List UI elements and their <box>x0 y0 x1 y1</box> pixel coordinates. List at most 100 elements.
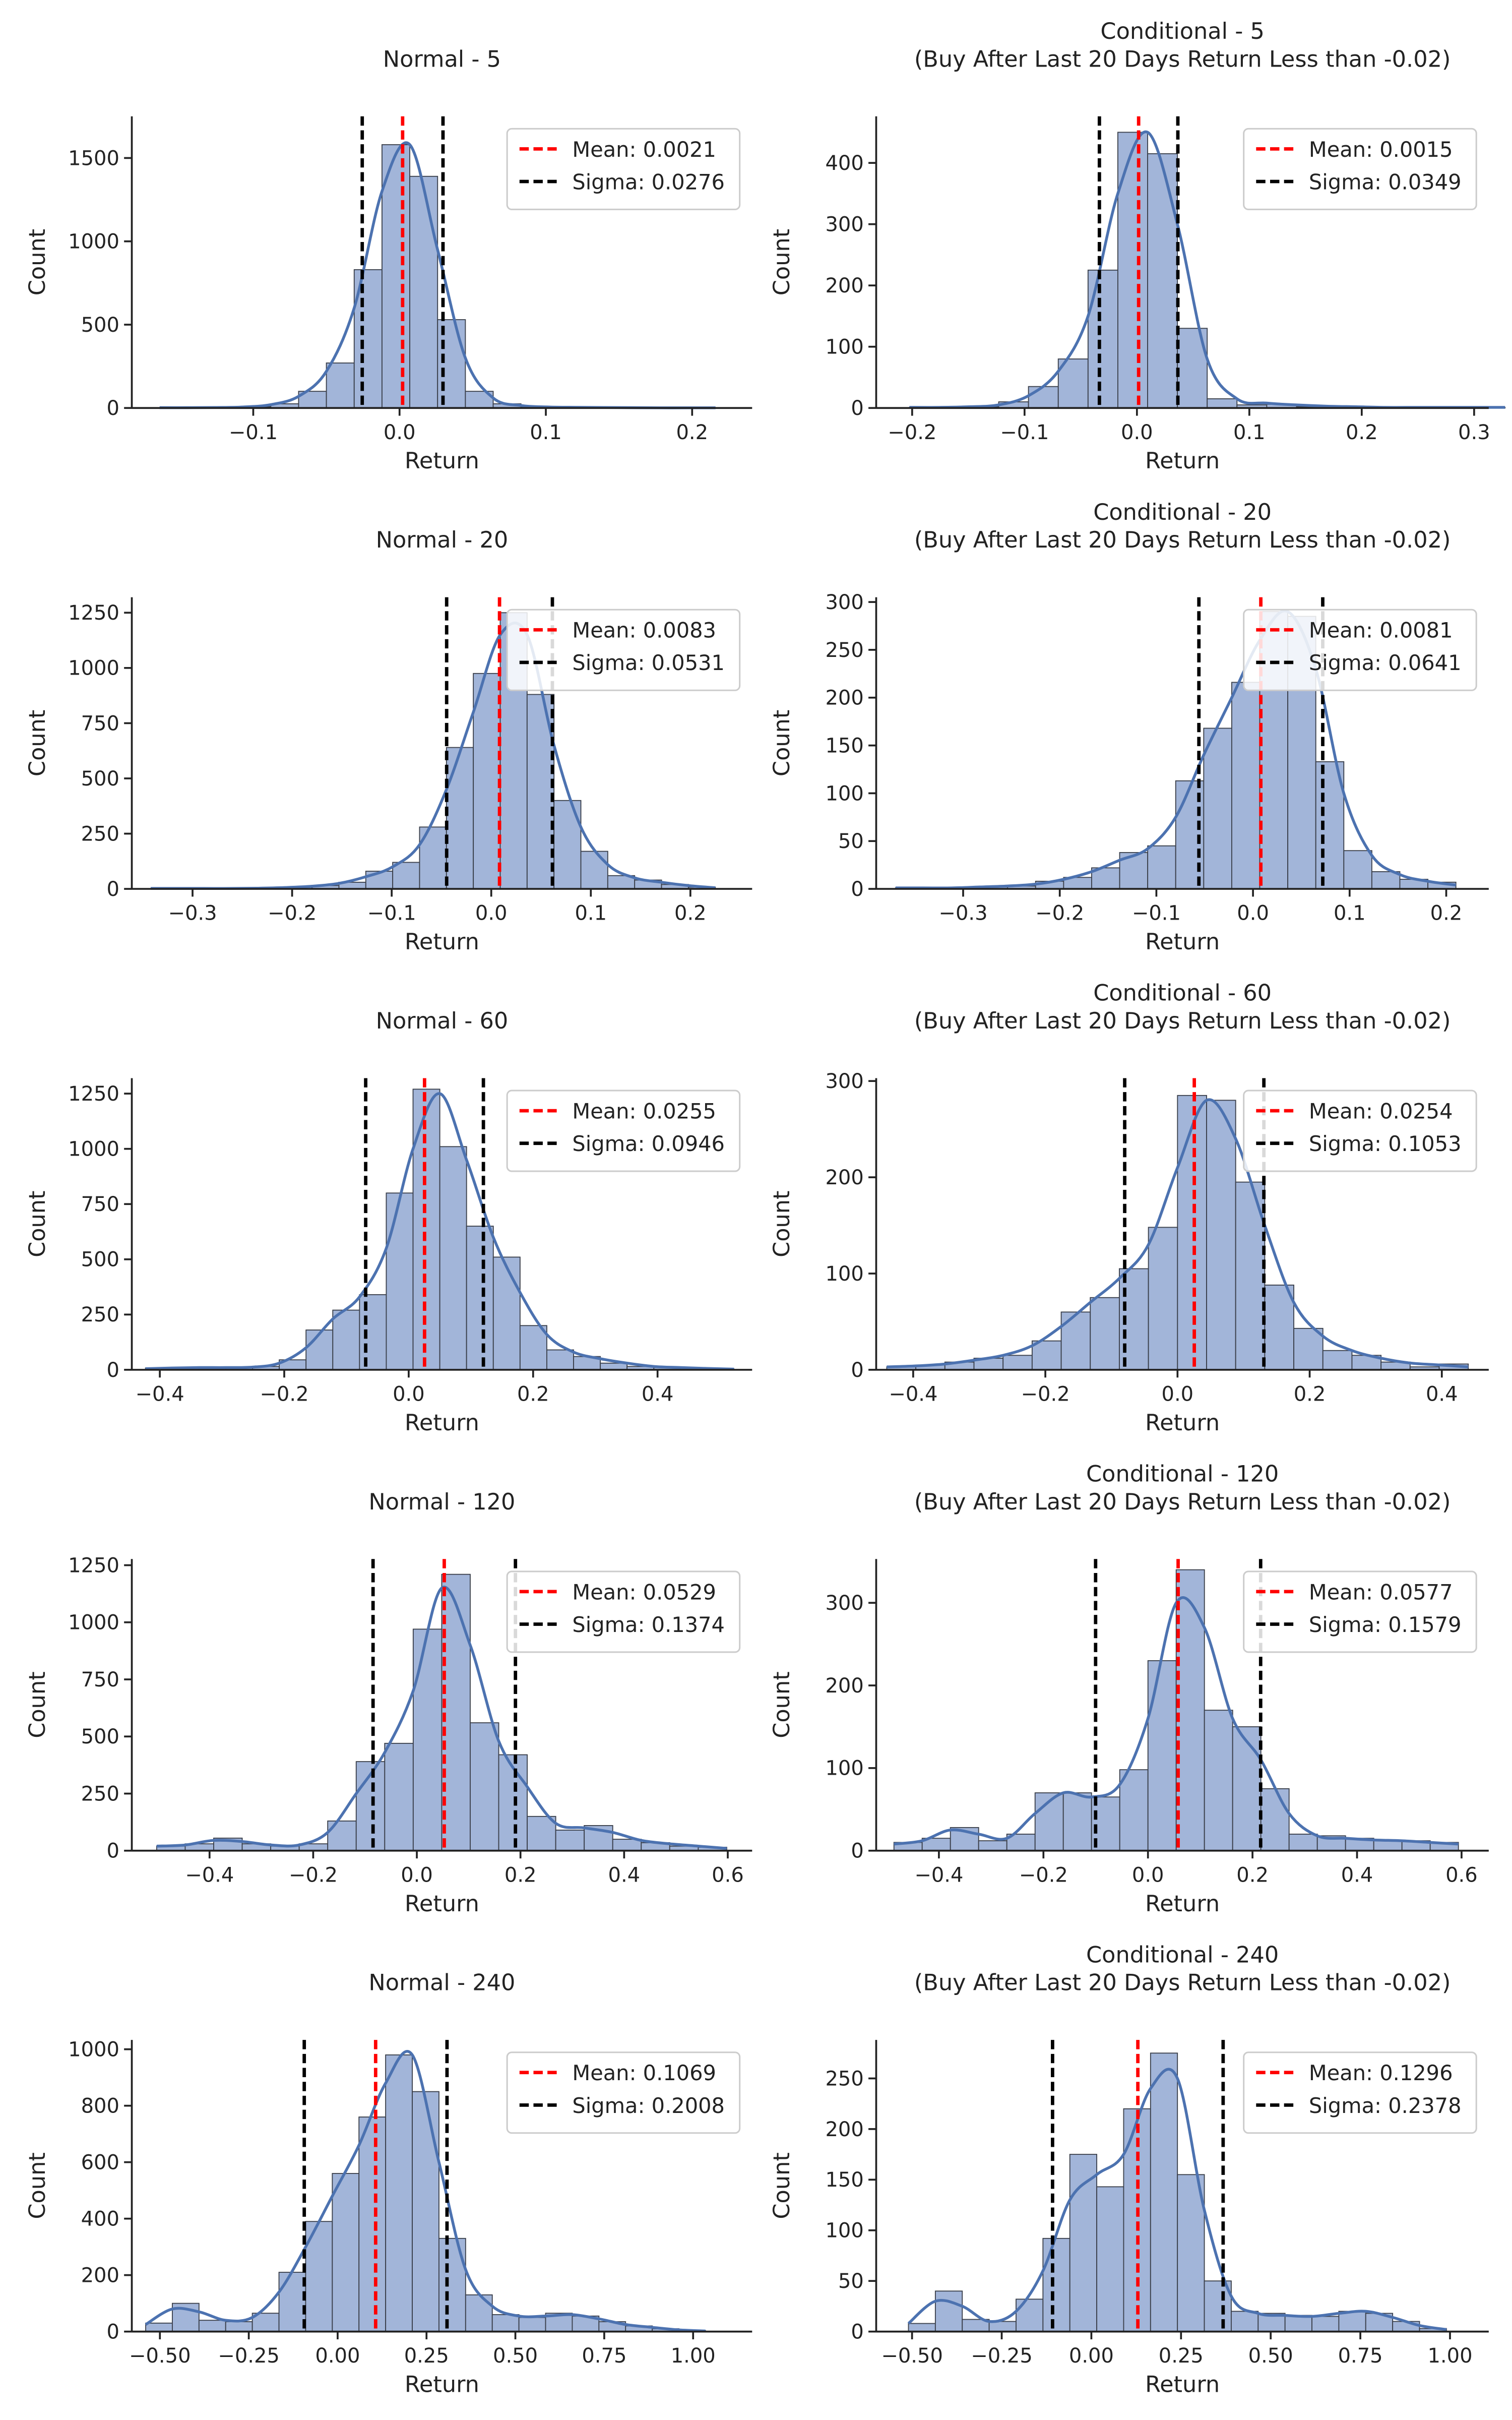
x-tick-label: 0.0 <box>401 1863 433 1887</box>
bar <box>978 1840 1007 1851</box>
y-tick-label: 0 <box>106 1840 119 1863</box>
bar <box>225 2321 253 2332</box>
bar <box>439 1146 467 1370</box>
x-tick-label: 0.0 <box>1121 421 1153 444</box>
x-tick-label: 0.0 <box>393 1382 425 1406</box>
chart-title: Normal - 5 <box>383 46 501 72</box>
bar <box>546 1349 574 1370</box>
panel: Normal - 240 0 200 400 600 800 1000 −0.50 −0.25 0… <box>24 1970 752 2398</box>
y-tick-label: 0 <box>851 878 863 901</box>
x-tick-label: 0.3 <box>1458 421 1490 444</box>
x-tick-label: 0.00 <box>1069 2344 1114 2368</box>
legend: Mean: 0.0529 Sigma: 0.1374 <box>506 1570 741 1653</box>
bar <box>305 1329 334 1370</box>
bar <box>1177 2174 1205 2332</box>
chart-title: Conditional - 240 <box>1086 1942 1279 1968</box>
bar <box>1060 1311 1091 1370</box>
y-tick-label: 1250 <box>68 1082 119 1106</box>
bar <box>1150 2052 1178 2332</box>
chart-title: Conditional - 120 <box>1086 1461 1279 1487</box>
chart-title: Normal - 240 <box>368 1970 515 1996</box>
y-tick-label: 250 <box>825 2067 863 2090</box>
x-tick-label: 0.1 <box>530 421 562 444</box>
x-tick-label: −0.2 <box>260 1382 308 1406</box>
panel: Conditional - 240(Buy After Last 20 Days… <box>769 1942 1489 2398</box>
bar <box>1338 2311 1366 2332</box>
x-tick-label: 1.00 <box>1427 2344 1472 2368</box>
x-tick-label: 0.0 <box>475 902 508 925</box>
chart-subtitle: (Buy After Last 20 Days Return Less than… <box>914 46 1451 72</box>
y-tick-label: 1000 <box>68 230 119 254</box>
x-tick-label: 0.2 <box>1346 421 1378 444</box>
kde-line <box>156 1586 727 1850</box>
bar <box>1343 850 1372 889</box>
bar <box>1293 1327 1324 1370</box>
legend-label: Sigma: 0.0531 <box>572 650 725 675</box>
bar <box>1002 1355 1033 1370</box>
bar <box>473 673 501 889</box>
x-tick-label: −0.25 <box>218 2344 280 2368</box>
bar <box>600 1362 628 1370</box>
x-tick-label: 0.50 <box>1248 2344 1293 2368</box>
bar <box>1231 2311 1259 2332</box>
legend-label: Sigma: 0.2008 <box>572 2093 725 2118</box>
bar <box>1147 153 1178 409</box>
bar <box>466 1226 494 1370</box>
x-tick-label: −0.2 <box>1035 902 1084 925</box>
y-axis-label: Count <box>24 710 50 776</box>
x-tick-label: 0.4 <box>1341 1863 1373 1887</box>
y-tick-label: 750 <box>81 712 119 735</box>
kde-line <box>907 2068 1447 2331</box>
legend-label: Mean: 0.1069 <box>572 2061 716 2085</box>
x-tick-label: −0.3 <box>938 902 987 925</box>
x-axis-label: Return <box>1145 1891 1220 1917</box>
y-axis-label: Count <box>24 1190 50 1257</box>
x-tick-label: 0.4 <box>642 1382 674 1406</box>
chart-title: Normal - 60 <box>376 1008 509 1034</box>
bar <box>392 862 420 890</box>
y-tick-label: 1000 <box>68 657 119 680</box>
x-tick-label: −0.4 <box>136 1382 184 1406</box>
x-tick-label: 0.25 <box>1159 2344 1204 2368</box>
y-tick-label: 0 <box>106 878 119 901</box>
y-tick-label: 750 <box>81 1668 119 1691</box>
chart-title: Conditional - 5 <box>1100 18 1264 44</box>
bar <box>470 1722 499 1851</box>
legend-box <box>506 2051 741 2134</box>
bar <box>612 1839 642 1851</box>
x-tick-label: −0.1 <box>1132 902 1181 925</box>
y-tick-label: 1000 <box>68 1611 119 1635</box>
y-axis-label: Count <box>769 710 795 776</box>
legend-box <box>1243 1090 1477 1172</box>
panel: Conditional - 60(Buy After Last 20 Days … <box>769 980 1489 1436</box>
y-tick-label: 1250 <box>68 1554 119 1577</box>
x-tick-label: −0.50 <box>129 2344 191 2368</box>
y-tick-label: 250 <box>81 1303 119 1326</box>
bar <box>518 2317 546 2332</box>
bar <box>198 2320 226 2332</box>
x-tick-label: 0.6 <box>1445 1863 1478 1887</box>
y-tick-label: 600 <box>81 2151 119 2174</box>
chart-subtitle: (Buy After Last 20 Days Return Less than… <box>914 1970 1451 1996</box>
y-tick-label: 100 <box>825 782 863 805</box>
y-tick-label: 500 <box>81 314 119 337</box>
x-tick-label: −0.1 <box>367 902 416 925</box>
legend-label: Sigma: 0.1579 <box>1309 1612 1462 1637</box>
bar <box>412 1088 440 1370</box>
y-axis-label: Count <box>769 1671 795 1738</box>
chart-title: Normal - 120 <box>368 1489 515 1515</box>
y-tick-label: 800 <box>81 2094 119 2118</box>
panel: Conditional - 5(Buy After Last 20 Days R… <box>769 18 1506 474</box>
kde-line <box>145 2050 706 2333</box>
y-tick-label: 100 <box>825 1757 863 1780</box>
legend: Mean: 0.0255 Sigma: 0.0946 <box>506 1090 741 1172</box>
bar <box>1117 132 1148 409</box>
x-tick-label: −0.1 <box>1000 421 1049 444</box>
legend: Mean: 0.1296 Sigma: 0.2378 <box>1243 2051 1477 2134</box>
bar <box>326 362 355 409</box>
bar <box>1311 2316 1340 2332</box>
chart-title: Conditional - 60 <box>1093 980 1272 1006</box>
y-axis-label: Count <box>769 229 795 295</box>
bar <box>1119 1769 1149 1851</box>
